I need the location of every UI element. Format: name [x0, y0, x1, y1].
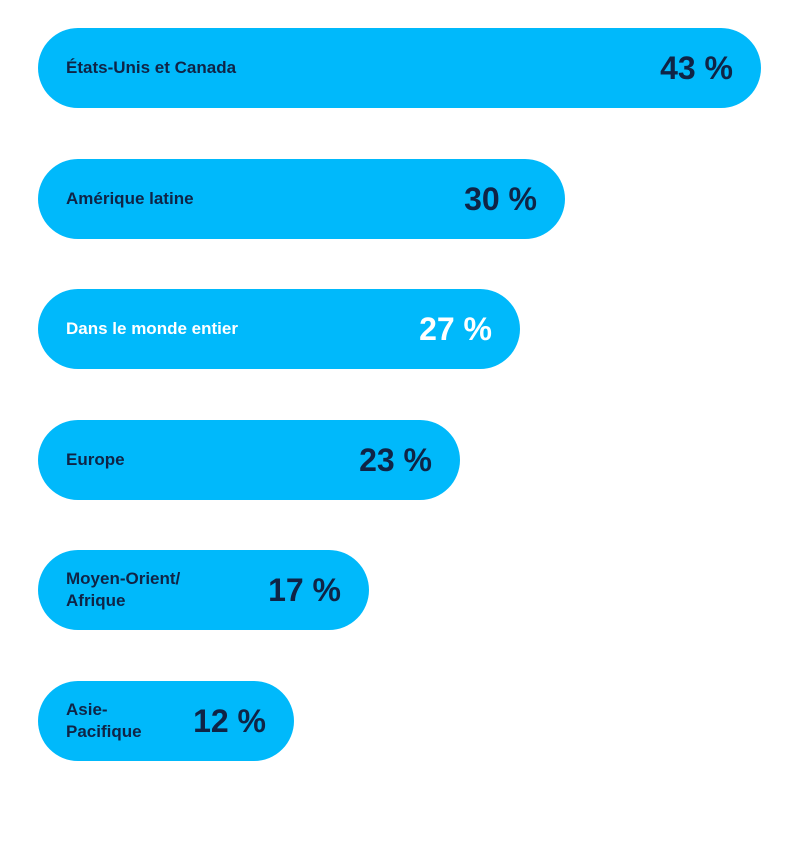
- bar: Amérique latine 30 %: [38, 159, 565, 239]
- bar-value-label: 43 %: [660, 50, 733, 86]
- bar-label: Asie- Pacifique: [66, 700, 142, 741]
- bar: États-Unis et Canada 43 %: [38, 28, 761, 108]
- bar-label: Amérique latine: [66, 189, 194, 208]
- bar-value-label: 17 %: [268, 572, 341, 608]
- bar: Asie- Pacifique 12 %: [38, 681, 294, 761]
- bar-label: Moyen-Orient/ Afrique: [66, 569, 181, 610]
- bar-label: Europe: [66, 450, 125, 469]
- bar-label: États-Unis et Canada: [66, 58, 237, 77]
- bar-value-label: 12 %: [193, 703, 266, 739]
- bar: Europe 23 %: [38, 420, 460, 500]
- bar: Dans le monde entier 27 %: [38, 289, 520, 369]
- bar-value-label: 27 %: [419, 311, 492, 347]
- bar-label: Dans le monde entier: [66, 319, 238, 338]
- bar-value-label: 30 %: [464, 181, 537, 217]
- bar: Moyen-Orient/ Afrique 17 %: [38, 550, 369, 630]
- bar-value-label: 23 %: [359, 442, 432, 478]
